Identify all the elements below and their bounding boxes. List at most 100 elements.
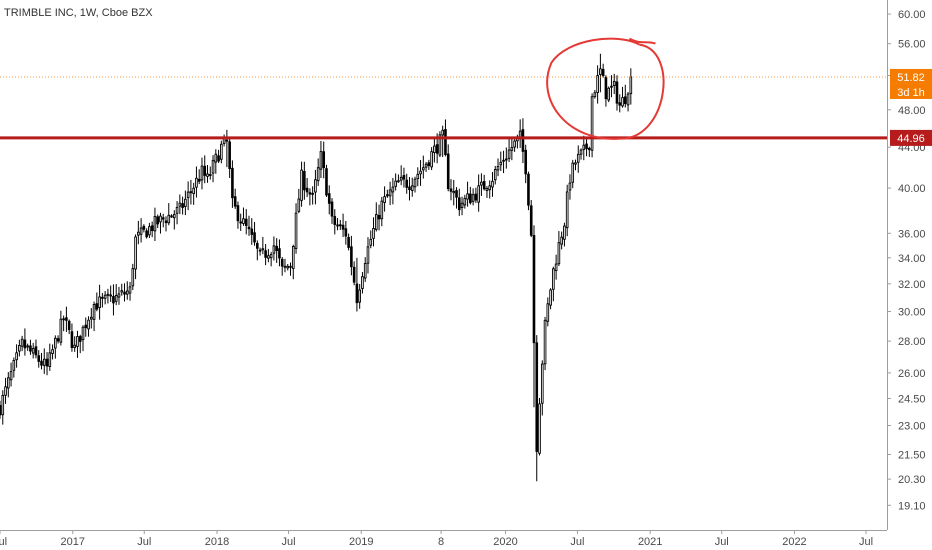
candle-body	[455, 190, 458, 198]
candle-body	[101, 296, 104, 299]
candle-body	[286, 265, 290, 269]
candle-body	[366, 246, 370, 264]
candle-body	[424, 163, 428, 168]
candle-body	[457, 197, 461, 211]
candle-body	[469, 193, 472, 204]
candle-body	[358, 289, 361, 303]
candle-body	[247, 226, 251, 230]
candle-body	[192, 187, 195, 194]
candle-body	[56, 338, 60, 342]
candle-body	[106, 293, 110, 296]
candle-body	[217, 155, 220, 162]
candle-body	[159, 215, 162, 223]
candle-body	[40, 360, 43, 366]
candle-body	[576, 153, 580, 163]
candle-body	[538, 403, 541, 454]
candle-body	[109, 294, 112, 297]
candle-body	[6, 377, 10, 389]
candle-body	[98, 296, 101, 309]
candle-body	[34, 346, 38, 356]
candle-body	[350, 246, 353, 268]
candle-body	[164, 220, 168, 224]
candle-body	[377, 214, 381, 220]
annotation-circle	[546, 37, 665, 140]
x-tick-label: Jul	[570, 536, 584, 548]
candle-body	[59, 318, 63, 343]
candle-body	[125, 290, 129, 295]
candle-body	[372, 228, 375, 239]
candle-body	[81, 326, 85, 341]
candle-body	[203, 165, 207, 176]
candle-body	[311, 192, 314, 195]
candle-body	[333, 216, 337, 225]
candle-body	[167, 214, 171, 224]
candle-body	[20, 338, 24, 347]
candle-body	[92, 304, 96, 320]
candle-body	[430, 151, 433, 168]
candle-body	[228, 141, 231, 169]
candle-body	[325, 168, 328, 196]
candle-body	[84, 324, 88, 329]
candle-body	[513, 140, 516, 148]
candle-body	[197, 178, 201, 182]
candle-body	[175, 206, 179, 214]
countdown-label: 3d 1h	[897, 87, 925, 99]
candle-body	[408, 186, 411, 191]
candle-body	[480, 181, 483, 186]
candle-body	[405, 179, 409, 188]
candle-body	[267, 255, 270, 259]
x-tick-label: 2018	[205, 536, 229, 548]
candle-body	[585, 143, 588, 150]
candle-body	[148, 226, 151, 236]
candle-body	[200, 165, 204, 181]
candle-body	[485, 188, 489, 192]
candle-body	[554, 263, 558, 271]
candle-body	[510, 147, 514, 151]
candle-body	[65, 317, 68, 321]
y-tick-label: 60.00	[898, 9, 926, 21]
candle-body	[344, 228, 348, 237]
candle-body	[319, 151, 323, 170]
candle-body	[402, 175, 406, 180]
candle-body	[452, 191, 456, 194]
candle-body	[488, 185, 492, 191]
candle-body	[604, 76, 608, 100]
x-tick-label: 8	[438, 536, 444, 548]
candle-body	[178, 202, 182, 207]
candles	[0, 53, 633, 482]
candle-body	[535, 342, 539, 452]
candle-body	[250, 228, 254, 235]
candle-body	[48, 352, 52, 367]
candle-body	[261, 248, 265, 251]
candle-body	[394, 180, 397, 187]
candle-body	[184, 198, 187, 207]
candle-body	[549, 289, 552, 306]
candle-body	[322, 151, 326, 169]
candle-body	[565, 191, 569, 229]
candle-body	[363, 263, 367, 279]
candle-body	[579, 149, 583, 155]
candle-body	[380, 200, 384, 220]
candle-body	[62, 318, 65, 321]
x-tick-label: Jul	[137, 536, 151, 548]
candle-body	[303, 171, 306, 191]
x-tick-label: 2020	[493, 536, 517, 548]
candle-body	[114, 295, 118, 302]
x-tick-label: Jul	[282, 536, 296, 548]
candle-body	[95, 303, 99, 310]
candle-body	[623, 96, 627, 105]
candle-body	[527, 173, 530, 206]
candle-body	[23, 339, 27, 349]
candle-body	[123, 291, 126, 295]
candle-body	[502, 159, 505, 162]
candle-body	[482, 181, 486, 190]
candle-body	[272, 245, 276, 254]
y-tick-label: 36.00	[898, 228, 926, 240]
candle-body	[466, 193, 469, 200]
candle-body	[15, 352, 18, 361]
candle-body	[574, 162, 577, 165]
x-tick-label: 2021	[638, 536, 662, 548]
candle-body	[391, 186, 395, 193]
